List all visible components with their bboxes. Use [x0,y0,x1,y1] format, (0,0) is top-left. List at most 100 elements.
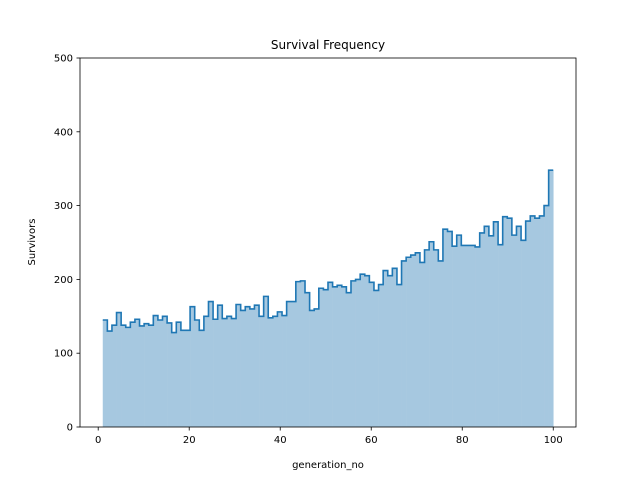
plot-frame [79,57,577,428]
bar [148,325,154,427]
y-tick-label: 100 [54,349,73,360]
bar [213,319,218,427]
bar [176,322,182,427]
bar [424,249,430,427]
bar [396,284,402,427]
bar [525,221,531,427]
bar [167,322,173,427]
y-axis-label: Survivors [27,219,38,266]
bar [498,244,503,427]
bar [465,245,471,427]
bar [323,289,329,427]
bar [277,311,283,427]
bar [364,275,370,427]
y-tick-label: 300 [54,201,73,212]
bar [470,245,476,427]
bar [194,319,200,427]
bar [332,286,338,427]
bar [254,305,260,427]
bar [419,262,425,427]
bar [447,231,453,427]
bar [259,316,264,427]
bar [410,255,416,427]
bar [360,274,366,427]
bar [125,327,131,427]
y-tick-label: 400 [54,127,73,138]
plot-area [102,169,554,427]
bar [341,286,347,427]
bar [507,218,513,427]
bar [272,316,278,427]
x-axis-label: generation_no [292,460,364,471]
bar [263,296,269,427]
bar [236,304,241,427]
bar [511,235,517,427]
bar [534,218,540,427]
bar [295,281,301,427]
bar [162,316,168,427]
x-tick-label: 100 [544,435,563,446]
bar [401,260,407,427]
bar [355,279,361,427]
bar [245,306,251,427]
bar [268,317,274,427]
bar [461,245,467,427]
bar [153,315,159,427]
bar [392,268,398,427]
chart-title: Survival Frequency [271,38,385,52]
bar [157,319,163,427]
bar [107,331,113,427]
bar [180,330,186,427]
bar [484,226,490,427]
bar [240,310,246,427]
bar [530,215,536,427]
bar [318,288,324,427]
bar [102,319,108,427]
series-line [102,169,554,334]
x-tick-label: 40 [274,435,287,446]
bar [222,318,228,427]
bar [516,226,522,427]
bar [111,325,117,427]
bar [305,292,310,427]
bar [121,325,127,427]
bar [203,316,209,427]
bar [314,308,320,427]
bar [208,301,214,427]
bar [328,282,333,427]
bar [346,292,352,427]
x-tick-label: 80 [456,435,469,446]
bar [199,330,205,427]
bar [383,270,389,427]
bar [249,308,255,427]
bar [475,246,480,427]
bar [300,280,306,427]
bar [286,301,292,427]
y-tick-label: 0 [67,423,73,434]
bar [452,246,458,427]
bar [337,285,343,427]
bar [548,170,554,427]
bar [130,322,136,427]
bar [544,205,549,427]
bar [373,290,379,427]
y-tick-label: 200 [54,275,73,286]
bar [488,235,494,427]
bar [185,330,191,427]
bar [226,316,232,427]
bar [171,332,177,427]
bar [282,315,287,427]
bar [493,221,499,427]
bar [291,301,297,427]
bar [144,323,150,427]
bar [309,310,315,427]
x-tick-label: 20 [183,435,196,446]
x-tick-label: 0 [95,435,101,446]
x-tick-label: 60 [365,435,378,446]
bar [442,229,448,427]
bar [378,284,384,427]
bar [231,318,237,427]
bar [521,240,526,427]
bar [350,280,356,427]
